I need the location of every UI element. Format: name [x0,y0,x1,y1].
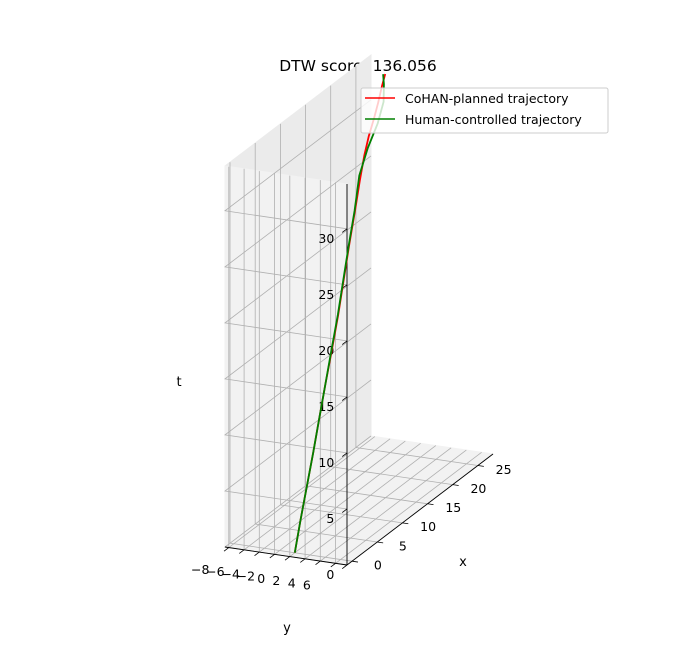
y-tick-label: −2 [237,569,255,584]
t-tick [341,396,348,401]
x-tick-label: 20 [470,481,486,496]
legend-label-human: Human-controlled trajectory [405,112,582,127]
y-tick-label: −4 [221,566,239,581]
y-tick-label: −6 [206,564,224,579]
y-tick [223,547,230,552]
grid-line-t [224,155,372,286]
t-tick [341,564,348,569]
x-tick-label: 15 [445,500,461,515]
y-tick-label: 6 [303,578,311,593]
x-tick [477,465,484,467]
grid-line-t [224,379,372,510]
x-tick [377,541,384,544]
x-tick-label: 0 [374,558,382,573]
x-tick-label: 5 [399,538,407,553]
t-tick [341,452,348,457]
t-tick-label: 10 [318,455,334,470]
t-tick-label: 5 [326,511,334,526]
x-axis-label: x [459,555,467,570]
x-axis-line [346,453,494,566]
x-tick [427,503,434,506]
legend-box [360,87,609,134]
x-tick [452,484,459,486]
t-tick [341,508,348,513]
x-tick [402,522,409,525]
legend-label-cohan: CoHAN-planned trajectory [405,91,569,106]
grid-line-t [224,211,372,342]
t-tick [341,228,348,233]
tick-marks [223,228,484,569]
y-tick-label: −8 [191,562,209,577]
t-tick-label: 30 [318,231,334,246]
grid-line-t [224,267,372,398]
y-tick-label: 2 [272,573,280,588]
x-tick [351,560,359,563]
y-tick [269,553,275,559]
x-tick-label: 10 [420,519,436,534]
t-tick-label: 0 [326,567,334,582]
y-axis-line [224,546,348,566]
y-tick-label: 4 [288,575,296,590]
axes-panes [223,53,495,566]
y-tick [254,551,260,557]
x-tick-label: 25 [496,462,512,477]
axis-lines [224,184,494,566]
grid-line-t [224,323,372,454]
grid-line-t [224,99,372,230]
y-tick [315,560,321,566]
t-tick-label: 25 [318,287,334,302]
y-tick [300,558,306,563]
t-tick [341,340,348,345]
t-axis-label: t [176,375,181,390]
y-axis-label: y [283,621,291,636]
y-tick-label: 0 [257,571,265,586]
legend: CoHAN-planned trajectory Human-controlle… [360,87,609,134]
y-tick [284,556,291,561]
y-tick [239,549,245,554]
y-tick [330,562,336,568]
